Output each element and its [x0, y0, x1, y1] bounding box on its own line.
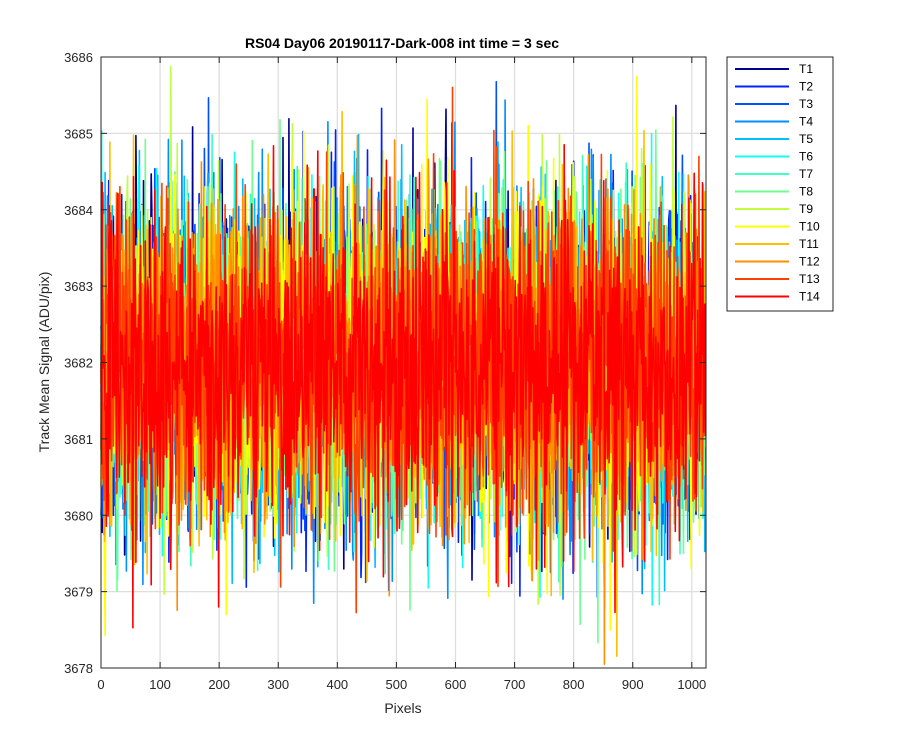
y-tick-label: 3684 [64, 203, 93, 218]
x-tick-label: 1000 [677, 677, 706, 692]
x-tick-label: 400 [326, 677, 348, 692]
y-tick-label: 3683 [64, 279, 93, 294]
y-tick-label: 3680 [64, 508, 93, 523]
x-tick-label: 500 [386, 677, 408, 692]
legend-label-t4: T4 [799, 115, 813, 129]
legend-label-t1: T1 [799, 62, 813, 76]
x-tick-label: 0 [97, 677, 104, 692]
y-tick-label: 3679 [64, 585, 93, 600]
legend-label-t6: T6 [799, 150, 813, 164]
x-axis-label: Pixels [384, 700, 421, 716]
x-tick-label: 600 [445, 677, 467, 692]
x-tick-label: 100 [149, 677, 171, 692]
legend-label-t14: T14 [799, 290, 820, 304]
legend-label-t12: T12 [799, 255, 820, 269]
legend-box [726, 56, 834, 312]
ticks: 0 100 200 300 400 500 600 700 800 900 1000 3678 3679… [64, 50, 706, 692]
x-tick-label: 700 [504, 677, 526, 692]
chart-title: RS04 Day06 20190117-Dark-008 int time = … [245, 35, 559, 51]
y-tick-label: 3685 [64, 126, 93, 141]
legend-label-t3: T3 [799, 97, 813, 111]
x-tick-label: 300 [267, 677, 289, 692]
x-tick-label: 200 [208, 677, 230, 692]
legend-label-t8: T8 [799, 185, 813, 199]
legend-label-t9: T9 [799, 202, 813, 216]
legend: T1 T2 T3 T4 T5 T6 T7 T8 T9 T10 T11 T12 T13 T14 [726, 56, 834, 312]
y-tick-label: 3686 [64, 50, 93, 65]
y-tick-label: 3682 [64, 356, 93, 371]
legend-label-t7: T7 [799, 167, 813, 181]
legend-label-t5: T5 [799, 132, 813, 146]
legend-label-t2: T2 [799, 80, 813, 94]
x-tick-label: 800 [563, 677, 585, 692]
legend-label-t13: T13 [799, 272, 820, 286]
y-tick-label: 3678 [64, 661, 93, 676]
y-tick-label: 3681 [64, 432, 93, 447]
x-tick-label: 900 [622, 677, 644, 692]
legend-label-t11: T11 [799, 237, 819, 251]
series-line-t14 [100, 143, 707, 629]
legend-label-t10: T10 [799, 220, 820, 234]
series-group [100, 65, 707, 666]
y-axis-label: Track Mean Signal (ADU/pix) [36, 272, 52, 453]
